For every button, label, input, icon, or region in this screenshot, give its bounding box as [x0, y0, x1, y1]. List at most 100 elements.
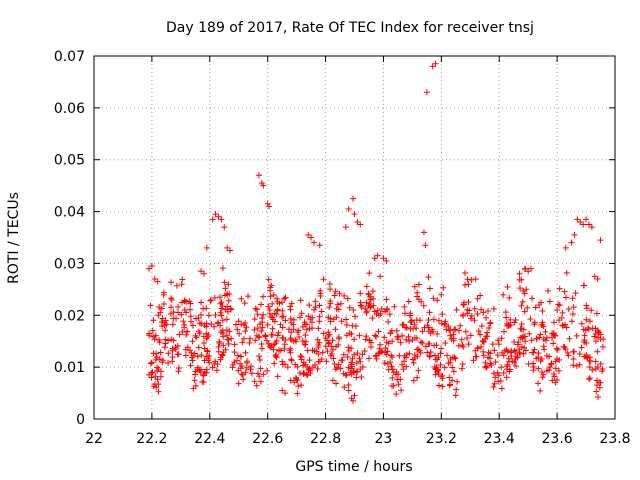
data-point: [152, 380, 159, 387]
data-point: [573, 332, 580, 339]
data-point: [430, 295, 437, 302]
data-point: [373, 333, 380, 340]
data-point: [254, 311, 261, 318]
data-point: [367, 304, 374, 311]
data-point: [559, 309, 566, 316]
data-point: [584, 354, 591, 361]
data-point: [529, 295, 536, 302]
data-point: [438, 291, 445, 298]
data-point: [576, 351, 583, 358]
data-point: [367, 293, 374, 300]
data-point: [464, 335, 471, 342]
data-point: [494, 369, 501, 376]
data-point: [345, 382, 352, 389]
data-point: [275, 347, 282, 354]
data-point: [592, 338, 599, 345]
data-point: [319, 349, 326, 356]
data-point: [167, 304, 174, 311]
data-point: [389, 354, 396, 361]
data-point: [218, 299, 225, 306]
data-point: [297, 297, 304, 304]
data-point: [306, 357, 313, 364]
data-point: [274, 298, 281, 305]
data-point: [506, 358, 513, 365]
data-point: [554, 346, 561, 353]
data-point: [294, 390, 301, 397]
data-point: [278, 313, 285, 320]
data-point: [201, 340, 208, 347]
y-tick-label: 0.06: [54, 101, 85, 117]
data-point: [345, 387, 352, 394]
data-point: [424, 349, 431, 356]
data-point: [146, 330, 153, 337]
data-point: [467, 332, 474, 339]
data-point: [414, 374, 421, 381]
data-point: [240, 335, 247, 342]
data-point: [223, 316, 230, 323]
data-point: [536, 334, 543, 341]
data-point: [265, 276, 272, 283]
data-point: [327, 286, 334, 293]
data-point: [195, 328, 202, 335]
data-point: [553, 345, 560, 352]
y-tick-label: 0.07: [54, 49, 85, 65]
data-point: [465, 341, 472, 348]
data-point: [344, 353, 351, 360]
data-point: [152, 332, 159, 339]
data-point: [308, 319, 315, 326]
data-point: [377, 273, 384, 280]
data-point: [331, 292, 338, 299]
data-point: [514, 341, 521, 348]
data-point: [262, 332, 269, 339]
data-point: [203, 244, 210, 251]
data-point: [425, 328, 432, 335]
data-point: [149, 327, 156, 334]
data-point: [231, 349, 238, 356]
data-point: [350, 397, 357, 404]
data-point: [330, 355, 337, 362]
axis-ticks: [93, 55, 616, 420]
data-point: [183, 331, 190, 338]
data-point: [269, 300, 276, 307]
data-point: [500, 291, 507, 298]
data-point: [229, 361, 236, 368]
data-point: [147, 302, 154, 309]
data-point: [390, 369, 397, 376]
data-point: [345, 205, 352, 212]
data-point: [168, 336, 175, 343]
data-point: [458, 336, 465, 343]
data-point: [215, 213, 222, 220]
data-point: [304, 363, 311, 370]
data-point: [341, 292, 348, 299]
data-point: [195, 344, 202, 351]
data-point: [475, 328, 482, 335]
data-point: [337, 365, 344, 372]
data-point: [248, 363, 255, 370]
data-point: [498, 364, 505, 371]
data-point: [274, 306, 281, 313]
data-point: [244, 358, 251, 365]
data-point: [208, 321, 215, 328]
data-point: [241, 300, 248, 307]
data-point: [538, 355, 545, 362]
data-point: [316, 302, 323, 309]
data-point: [554, 306, 561, 313]
data-point: [169, 321, 176, 328]
data-point: [415, 367, 422, 374]
data-point: [420, 229, 427, 236]
data-point: [464, 276, 471, 283]
data-point: [383, 257, 390, 264]
data-point: [320, 276, 327, 283]
data-point: [182, 346, 189, 353]
data-point: [173, 282, 180, 289]
data-point: [175, 309, 182, 316]
data-point: [474, 295, 481, 302]
data-point: [532, 304, 539, 311]
x-tick-label: 23: [375, 431, 393, 447]
data-point: [257, 365, 264, 372]
data-point: [256, 334, 263, 341]
data-point: [335, 341, 342, 348]
data-point: [302, 332, 309, 339]
data-point: [293, 375, 300, 382]
data-point: [403, 351, 410, 358]
